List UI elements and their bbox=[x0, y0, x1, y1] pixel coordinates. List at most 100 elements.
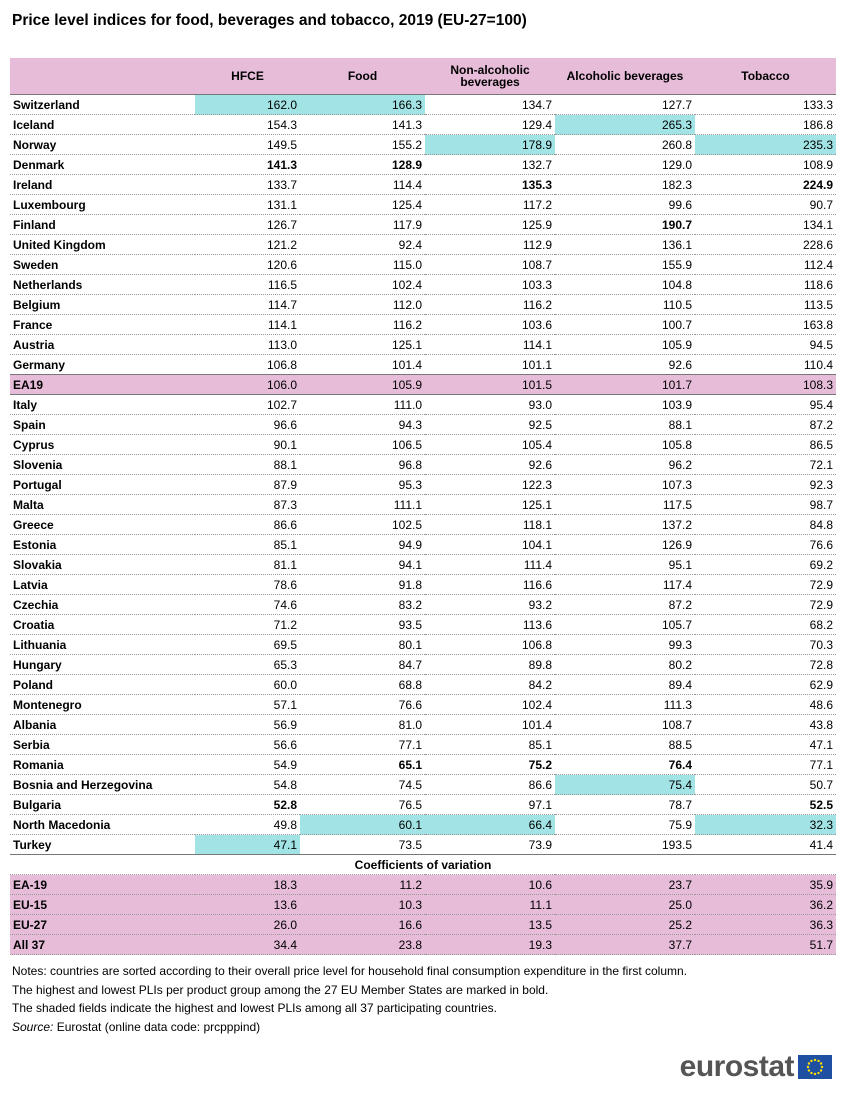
value-cell: 114.4 bbox=[300, 174, 425, 195]
table-row: Malta 87.3 111.1 125.1 117.5 98.7 bbox=[10, 494, 836, 515]
value-cell: 76.4 bbox=[555, 754, 695, 775]
value-cell: 47.1 bbox=[195, 834, 300, 855]
table-row: Estonia 85.1 94.9 104.1 126.9 76.6 bbox=[10, 534, 836, 555]
value-cell: 166.3 bbox=[300, 94, 425, 115]
row-label: Lithuania bbox=[10, 634, 195, 655]
value-cell: 36.2 bbox=[695, 894, 836, 915]
value-cell: 47.1 bbox=[695, 734, 836, 755]
value-cell: 73.5 bbox=[300, 834, 425, 855]
table-row: Finland 126.7 117.9 125.9 190.7 134.1 bbox=[10, 214, 836, 235]
value-cell: 88.1 bbox=[195, 454, 300, 475]
table-row: Portugal 87.9 95.3 122.3 107.3 92.3 bbox=[10, 474, 836, 495]
value-cell: 93.5 bbox=[300, 614, 425, 635]
value-cell: 99.3 bbox=[555, 634, 695, 655]
value-cell: 13.6 bbox=[195, 894, 300, 915]
table-row: Latvia 78.6 91.8 116.6 117.4 72.9 bbox=[10, 574, 836, 595]
value-cell: 141.3 bbox=[195, 154, 300, 175]
value-cell: 117.2 bbox=[425, 194, 555, 215]
value-cell: 11.2 bbox=[300, 874, 425, 895]
table-row: Bulgaria 52.8 76.5 97.1 78.7 52.5 bbox=[10, 794, 836, 815]
value-cell: 11.1 bbox=[425, 894, 555, 915]
logo: eurostat bbox=[680, 1050, 832, 1084]
value-cell: 95.1 bbox=[555, 554, 695, 575]
table-row: Norway 149.5 155.2 178.9 260.8 235.3 bbox=[10, 134, 836, 155]
value-cell: 178.9 bbox=[425, 134, 555, 155]
value-cell: 182.3 bbox=[555, 174, 695, 195]
table-row: Bosnia and Herzegovina 54.8 74.5 86.6 75.4 50… bbox=[10, 774, 836, 795]
value-cell: 84.8 bbox=[695, 514, 836, 535]
row-label: Netherlands bbox=[10, 274, 195, 295]
value-cell: 103.9 bbox=[555, 394, 695, 415]
value-cell: 91.8 bbox=[300, 574, 425, 595]
value-cell: 114.1 bbox=[195, 314, 300, 335]
row-label: France bbox=[10, 314, 195, 335]
value-cell: 154.3 bbox=[195, 114, 300, 135]
table-row: Hungary 65.3 84.7 89.8 80.2 72.8 bbox=[10, 654, 836, 675]
value-cell: 60.1 bbox=[300, 814, 425, 835]
value-cell: 84.2 bbox=[425, 674, 555, 695]
value-cell: 18.3 bbox=[195, 874, 300, 895]
table-row: Ireland 133.7 114.4 135.3 182.3 224.9 bbox=[10, 174, 836, 195]
table-row: Netherlands 116.5 102.4 103.3 104.8 118.6 bbox=[10, 274, 836, 295]
value-cell: 104.8 bbox=[555, 274, 695, 295]
table-row: EU-15 13.6 10.3 11.1 25.0 36.2 bbox=[10, 894, 836, 915]
value-cell: 90.1 bbox=[195, 434, 300, 455]
value-cell: 66.4 bbox=[425, 814, 555, 835]
value-cell: 78.6 bbox=[195, 574, 300, 595]
value-cell: 224.9 bbox=[695, 174, 836, 195]
value-cell: 10.3 bbox=[300, 894, 425, 915]
value-cell: 71.2 bbox=[195, 614, 300, 635]
value-cell: 115.0 bbox=[300, 254, 425, 275]
value-cell: 101.4 bbox=[425, 714, 555, 735]
value-cell: 155.2 bbox=[300, 134, 425, 155]
row-label: Cyprus bbox=[10, 434, 195, 455]
value-cell: 92.3 bbox=[695, 474, 836, 495]
row-label: Switzerland bbox=[10, 94, 195, 115]
value-cell: 57.1 bbox=[195, 694, 300, 715]
value-cell: 127.7 bbox=[555, 94, 695, 115]
value-cell: 32.3 bbox=[695, 814, 836, 835]
value-cell: 106.5 bbox=[300, 434, 425, 455]
source-line: Source: Eurostat (online data code: prcp… bbox=[12, 1018, 687, 1037]
value-cell: 74.5 bbox=[300, 774, 425, 795]
table-row: Turkey 47.1 73.5 73.9 193.5 41.4 bbox=[10, 834, 836, 855]
value-cell: 75.4 bbox=[555, 774, 695, 795]
table-row: Serbia 56.6 77.1 85.1 88.5 47.1 bbox=[10, 734, 836, 755]
value-cell: 265.3 bbox=[555, 114, 695, 135]
row-label: Spain bbox=[10, 414, 195, 435]
value-cell: 96.6 bbox=[195, 414, 300, 435]
flag-star bbox=[819, 1069, 823, 1072]
header-cell: Food bbox=[300, 58, 425, 95]
value-cell: 93.0 bbox=[425, 394, 555, 415]
header-row: HFCE Food Non-alcoholic beverages Alcoholic… bbox=[10, 58, 836, 95]
row-label: Croatia bbox=[10, 614, 195, 635]
value-cell: 68.2 bbox=[695, 614, 836, 635]
value-cell: 86.5 bbox=[695, 434, 836, 455]
section-row: Coefficients of variation bbox=[10, 854, 836, 875]
value-cell: 41.4 bbox=[695, 834, 836, 855]
table-row: Italy 102.7 111.0 93.0 103.9 95.4 bbox=[10, 394, 836, 415]
value-cell: 113.0 bbox=[195, 334, 300, 355]
value-cell: 95.3 bbox=[300, 474, 425, 495]
value-cell: 99.6 bbox=[555, 194, 695, 215]
value-cell: 43.8 bbox=[695, 714, 836, 735]
row-label: Portugal bbox=[10, 474, 195, 495]
value-cell: 62.9 bbox=[695, 674, 836, 695]
value-cell: 75.9 bbox=[555, 814, 695, 835]
value-cell: 94.3 bbox=[300, 414, 425, 435]
table-row: Luxembourg 131.1 125.4 117.2 99.6 90.7 bbox=[10, 194, 836, 215]
value-cell: 114.1 bbox=[425, 334, 555, 355]
row-label: Norway bbox=[10, 134, 195, 155]
value-cell: 52.5 bbox=[695, 794, 836, 815]
value-cell: 108.7 bbox=[555, 714, 695, 735]
value-cell: 125.4 bbox=[300, 194, 425, 215]
value-cell: 112.4 bbox=[695, 254, 836, 275]
value-cell: 111.3 bbox=[555, 694, 695, 715]
value-cell: 75.2 bbox=[425, 754, 555, 775]
value-cell: 106.8 bbox=[425, 634, 555, 655]
value-cell: 101.4 bbox=[300, 354, 425, 375]
value-cell: 49.8 bbox=[195, 814, 300, 835]
table-row: Iceland 154.3 141.3 129.4 265.3 186.8 bbox=[10, 114, 836, 135]
row-label: Bosnia and Herzegovina bbox=[10, 774, 195, 795]
